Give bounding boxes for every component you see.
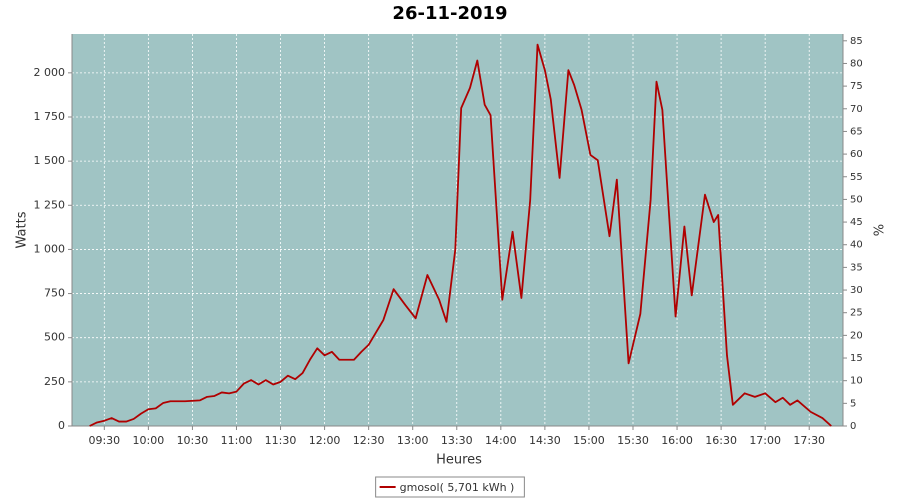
y-axis-label: Watts [15, 211, 30, 248]
x-tick-label: 14:30 [529, 434, 561, 447]
y2-tick-label: 20 [850, 330, 863, 341]
x-tick-label: 09:30 [88, 434, 120, 447]
y2-tick-label: 55 [850, 172, 863, 183]
x-tick-label: 11:00 [221, 434, 253, 447]
x-tick-label: 12:30 [353, 434, 385, 447]
x-tick-label: 13:00 [397, 434, 429, 447]
x-tick-label: 13:30 [441, 434, 473, 447]
plot-area [72, 34, 843, 426]
y2-tick-label: 15 [850, 353, 863, 364]
y2-tick-label: 25 [850, 308, 863, 319]
y2-axis-label: % [873, 224, 888, 236]
legend: gmosol( 5,701 kWh ) [375, 476, 525, 498]
y2-tick-label: 5 [850, 398, 856, 409]
y-tick-label: 500 [44, 331, 65, 344]
y2-tick-label: 80 [850, 58, 863, 69]
y-tick-label: 1 250 [34, 198, 66, 211]
y2-tick-label: 0 [850, 421, 856, 432]
y-tick-label: 250 [44, 375, 65, 388]
legend-label: gmosol( 5,701 kWh ) [400, 481, 515, 494]
y2-tick-label: 75 [850, 81, 863, 92]
y-tick-label: 0 [58, 419, 65, 432]
y2-tick-label: 65 [850, 126, 863, 137]
chart-title: 26-11-2019 [392, 3, 507, 24]
x-tick-label: 17:00 [749, 434, 781, 447]
y2-tick-label: 45 [850, 217, 863, 228]
y2-tick-label: 85 [850, 36, 863, 47]
x-tick-label: 10:00 [133, 434, 165, 447]
x-tick-label: 17:30 [793, 434, 825, 447]
x-tick-label: 16:00 [661, 434, 693, 447]
x-tick-label: 14:00 [485, 434, 517, 447]
x-tick-label: 11:30 [265, 434, 297, 447]
x-tick-label: 15:00 [573, 434, 605, 447]
y-tick-label: 1 750 [34, 110, 66, 123]
y-tick-label: 1 500 [34, 154, 66, 167]
x-tick-label: 15:30 [617, 434, 649, 447]
y-tick-label: 750 [44, 287, 65, 300]
x-tick-label: 10:30 [177, 434, 209, 447]
legend-box [375, 476, 525, 498]
line-series [89, 43, 832, 427]
x-tick-label: 12:00 [309, 434, 341, 447]
y2-tick-label: 10 [850, 376, 863, 387]
y2-tick-label: 60 [850, 149, 863, 160]
y2-tick-label: 35 [850, 262, 863, 273]
y2-tick-label: 70 [850, 104, 863, 115]
y2-tick-label: 40 [850, 240, 863, 251]
x-tick-label: 16:30 [705, 434, 737, 447]
x-axis-label: Heures [436, 453, 482, 468]
y2-tick-label: 50 [850, 194, 863, 205]
y2-tick-label: 30 [850, 285, 863, 296]
y-tick-label: 1 000 [34, 242, 66, 255]
y-tick-label: 2 000 [34, 66, 66, 79]
